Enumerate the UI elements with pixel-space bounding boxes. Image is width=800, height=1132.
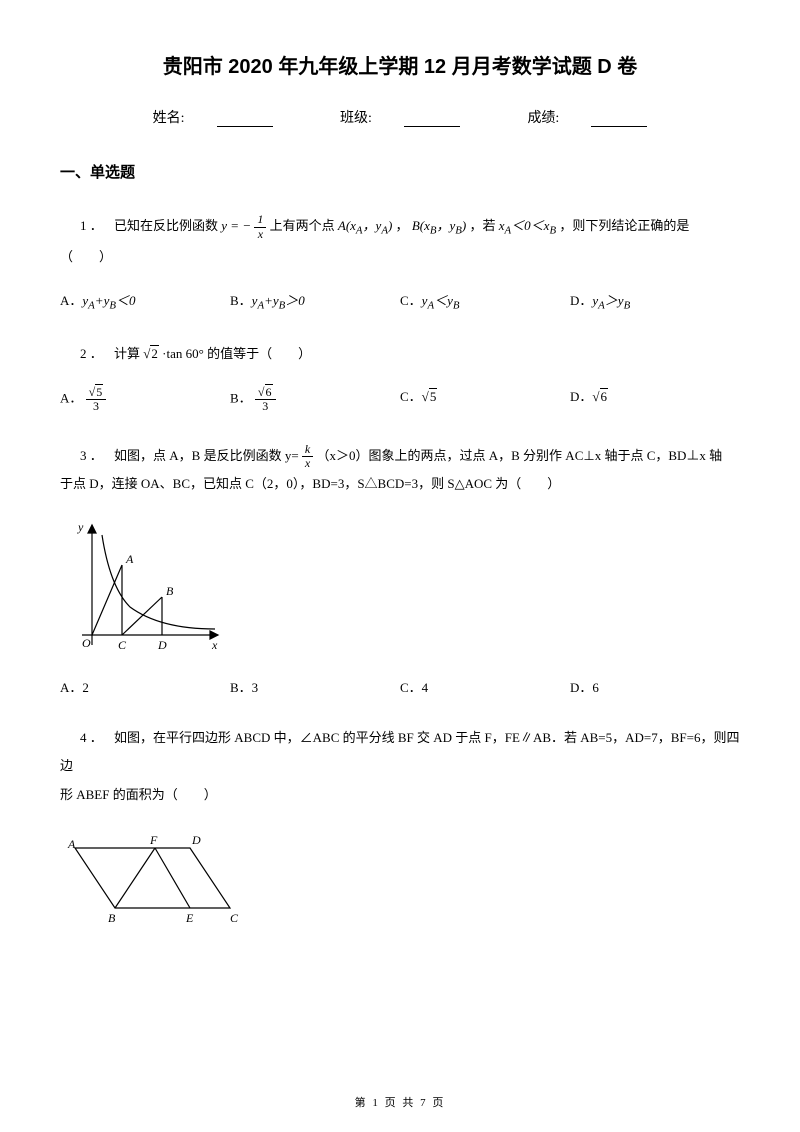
q1-text-3: ，若	[469, 218, 495, 233]
svg-text:D: D	[191, 833, 201, 847]
label-name: 姓名:	[137, 111, 289, 126]
page-footer: 第 1 页 共 7 页	[0, 1094, 800, 1110]
question-3: 3 ． 如图，点 A，B 是反比例函数 y= kx （x＞0）图象上的两点，过点…	[60, 442, 740, 499]
q3-text-2: （x＞0）图象上的两点，过点 A，B 分别作 AC⊥x 轴于点 C，BD⊥x 轴	[317, 448, 723, 463]
q1-point-b: B(xB，yB)	[412, 218, 470, 233]
svg-text:B: B	[166, 584, 174, 598]
q3-text-1: 如图，点 A，B 是反比例函数 y=	[114, 448, 302, 463]
q4-number: 4 ．	[80, 730, 103, 745]
q1-eq: y = − 1x	[221, 218, 269, 233]
q3-opt-d: D．6	[570, 677, 740, 696]
q2-text: 计算	[114, 346, 140, 361]
svg-text:E: E	[185, 911, 194, 925]
question-2: 2 ． 计算 2 ·tan 60° 的值等于（ ）	[60, 340, 740, 369]
question-1: 1 ． 已知在反比例函数 y = − 1x 上有两个点 A(xA，yA) ， B…	[60, 212, 740, 272]
q1-sep: ，	[396, 218, 409, 233]
svg-text:C: C	[118, 638, 127, 652]
q2-rest: ·tan 60° 的值等于（ ）	[162, 346, 311, 361]
svg-text:F: F	[149, 833, 158, 847]
q1-opt-c: C．yA＜yB	[400, 290, 570, 312]
q3-opt-b: B．3	[230, 677, 400, 696]
q2-number: 2 ．	[80, 346, 103, 361]
label-class: 班级:	[324, 111, 476, 126]
svg-text:B: B	[108, 911, 116, 925]
q2-opt-b: B． 63	[230, 386, 400, 413]
page-title: 贵阳市 2020 年九年级上学期 12 月月考数学试题 D 卷	[60, 50, 740, 79]
q3-figure: O C D x y A B	[60, 517, 230, 667]
q4-text-2: 形 ABEF 的面积为（ ）	[60, 787, 217, 802]
q2-opt-d: D．6	[570, 386, 740, 413]
info-row: 姓名: 班级: 成绩:	[60, 107, 740, 127]
q4-figure: A F D B E C	[60, 828, 250, 928]
q3-opt-c: C．4	[400, 677, 570, 696]
q1-text-1: 已知在反比例函数	[114, 218, 221, 233]
q1-opt-a: A．yA+yB＜0	[60, 290, 230, 312]
svg-text:C: C	[230, 911, 239, 925]
label-score: 成绩:	[511, 111, 663, 126]
q3-options: A．2 B．3 C．4 D．6	[60, 677, 740, 696]
q1-text-2: 上有两个点	[270, 218, 338, 233]
q1-point-a: A(xA，yA)	[338, 218, 396, 233]
q2-opt-a: A． 53	[60, 386, 230, 413]
svg-text:A: A	[67, 837, 76, 851]
q1-opt-d: D．yA＞yB	[570, 290, 740, 312]
question-4: 4 ． 如图，在平行四边形 ABCD 中，∠ABC 的平分线 BF 交 AD 于…	[60, 724, 740, 810]
q1-paren: （ ）	[60, 249, 112, 264]
q3-opt-a: A．2	[60, 677, 230, 696]
svg-text:O: O	[82, 636, 91, 650]
svg-text:D: D	[157, 638, 167, 652]
q2-opt-c: C．5	[400, 386, 570, 413]
q2-options: A． 53 B． 63 C．5 D．6	[60, 386, 740, 413]
q1-opt-b: B．yA+yB＞0	[230, 290, 400, 312]
q3-frac: kx	[302, 443, 313, 470]
q3-number: 3 ．	[80, 448, 103, 463]
svg-text:A: A	[125, 552, 134, 566]
svg-text:x: x	[211, 638, 218, 652]
q1-options: A．yA+yB＜0 B．yA+yB＞0 C．yA＜yB D．yA＞yB	[60, 290, 740, 312]
svg-text:y: y	[77, 520, 84, 534]
q1-text-4: ，则下列结论正确的是	[559, 218, 689, 233]
q1-number: 1 ．	[80, 218, 103, 233]
q4-text-1: 如图，在平行四边形 ABCD 中，∠ABC 的平分线 BF 交 AD 于点 F，…	[60, 730, 739, 774]
q2-sqrt2: 2	[143, 340, 159, 369]
section-heading: 一、单选题	[60, 161, 740, 182]
q1-cond: xA＜0＜xB	[499, 218, 556, 233]
q3-text-3: 于点 D，连接 OA、BC，已知点 C（2，0），BD=3，S△BCD=3，则 …	[60, 476, 560, 491]
